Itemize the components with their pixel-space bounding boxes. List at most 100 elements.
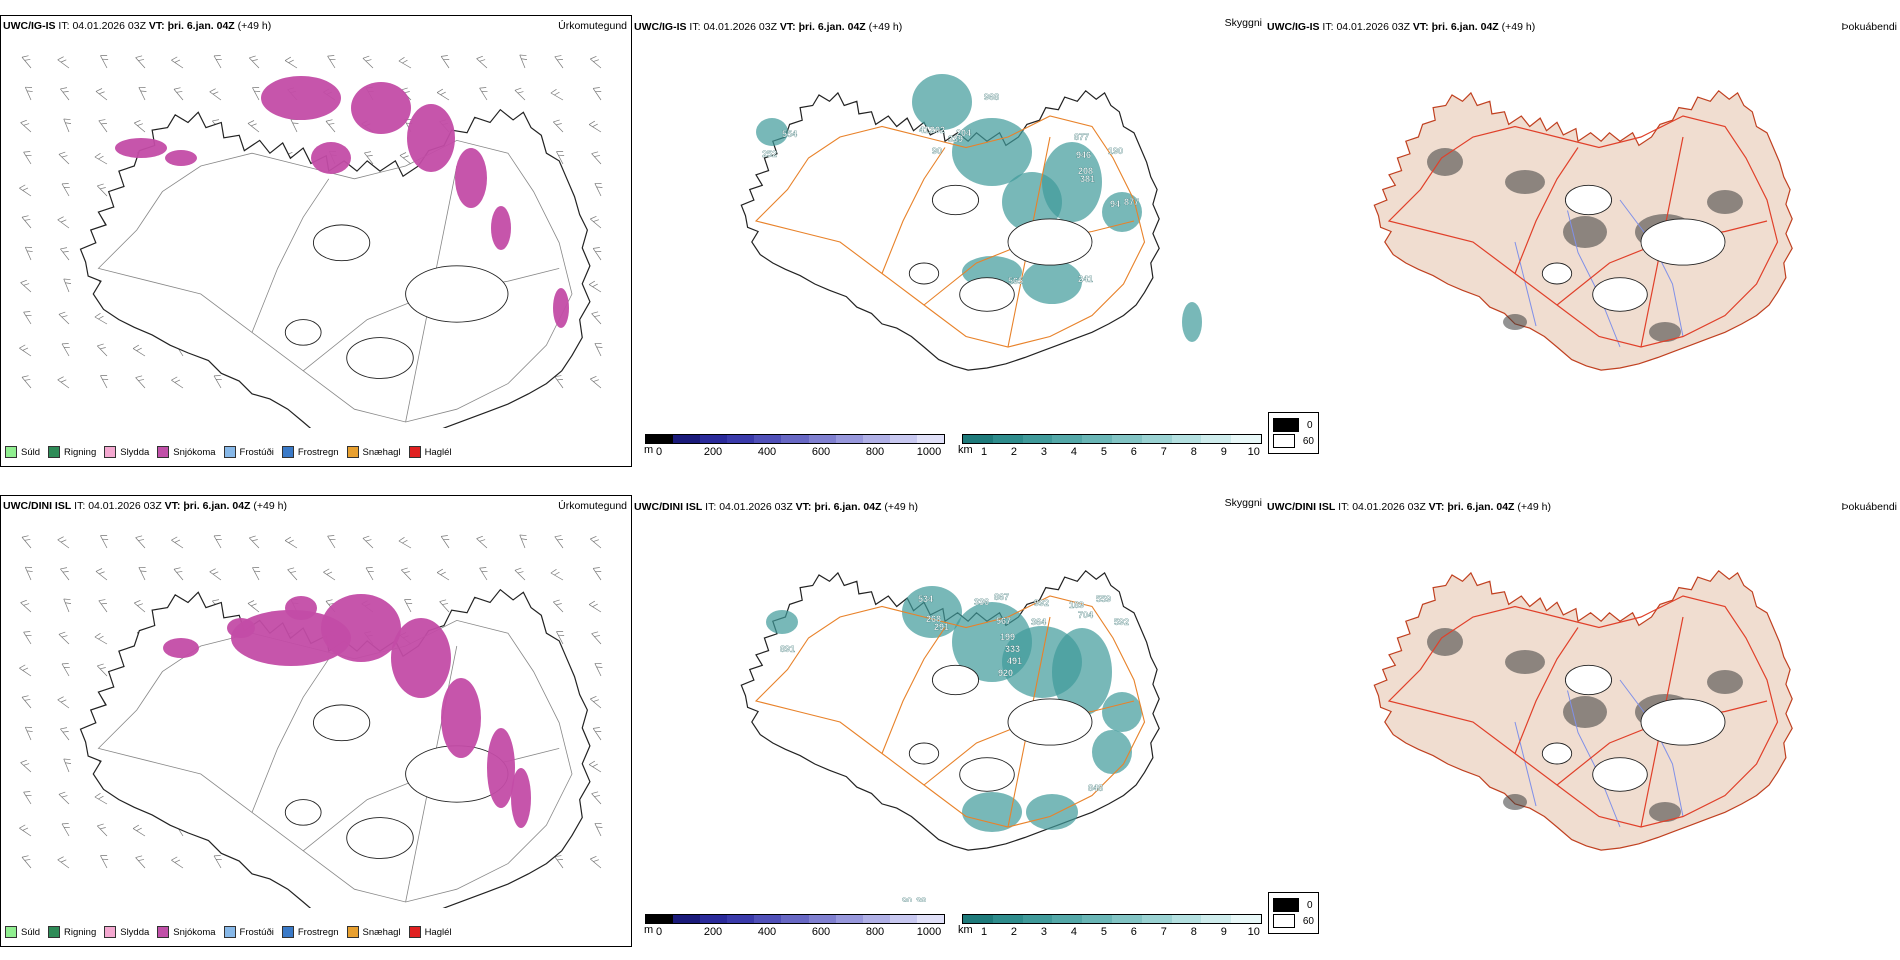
glacier-outline — [931, 184, 980, 216]
field-blob — [165, 150, 197, 166]
field-blob — [441, 678, 481, 758]
it-value: 04.01.2026 03Z — [703, 21, 777, 33]
glacier-outline — [312, 224, 371, 262]
wind-barb — [590, 856, 602, 869]
vis-value-label: 189 — [1069, 600, 1084, 610]
model-name: UWC/DINI ISL — [3, 500, 72, 512]
legend-swatch — [157, 446, 170, 458]
wind-barb — [24, 726, 33, 741]
wind-barb — [249, 535, 260, 549]
vis-value-label: 920 — [998, 668, 1013, 678]
wind-barb — [57, 376, 70, 389]
vis-value-label: 848 — [1088, 783, 1103, 793]
vis-value-label: 90 — [902, 896, 912, 902]
vis-tick-label: 3 — [1040, 446, 1047, 458]
legend-item: Rigning — [48, 446, 96, 458]
wind-barb — [20, 279, 32, 293]
legend-label: Haglél — [424, 926, 452, 938]
legend-swatch — [5, 926, 17, 938]
wind-barb — [213, 535, 222, 549]
vis-tick-label: 8 — [1190, 926, 1197, 938]
field-blob — [391, 618, 451, 698]
field-blob — [553, 288, 569, 328]
it-label: IT: — [1322, 21, 1334, 33]
vis-bar — [962, 434, 1262, 444]
legend-swatch — [408, 446, 421, 458]
wind-barb — [19, 184, 32, 197]
vis-value-label: 38 — [916, 896, 926, 902]
legend-item: Haglél — [408, 446, 452, 458]
wind-barb — [554, 55, 564, 69]
height-bar-segment — [673, 435, 701, 443]
wind-barb — [252, 87, 261, 101]
lead-time: (+49 h) — [1517, 501, 1551, 513]
field-blob — [1505, 170, 1545, 194]
glacier-outline — [1007, 698, 1093, 746]
wind-barb — [97, 823, 108, 837]
wind-barb — [21, 375, 32, 389]
wind-barb — [98, 599, 108, 613]
height-bar-segment — [727, 435, 755, 443]
field-blob — [1503, 314, 1527, 330]
lead-time: (+49 h) — [884, 501, 918, 513]
wind-barb — [95, 568, 108, 581]
wind-barb — [247, 120, 260, 133]
wind-barb — [554, 375, 564, 389]
height-bar-segment — [889, 915, 917, 923]
wind-barb — [594, 823, 603, 837]
glacier-outline — [1541, 262, 1573, 285]
fog-legend-swatch — [1273, 898, 1299, 912]
height-tick-label: 600 — [811, 446, 831, 458]
height-bar-segment — [700, 915, 728, 923]
height-tick-label: 200 — [703, 446, 723, 458]
vis-bar-segment — [1111, 435, 1142, 443]
wind-barb — [171, 536, 184, 549]
panel-header: UWC/IG-IS IT: 04.01.2026 03Z VT: þri. 6.… — [1267, 21, 1535, 33]
field-blob — [311, 142, 351, 174]
fog-legend-item: 0 — [1273, 418, 1314, 432]
wind-barb — [100, 535, 109, 549]
legend-label: Súld — [21, 926, 41, 938]
wind-barb — [60, 567, 70, 581]
legend-swatch — [48, 446, 61, 458]
fog-legend: 0 60 — [1268, 412, 1319, 454]
legend-label: Rigning — [64, 926, 97, 938]
fog-panel: UWC/IG-IS IT: 04.01.2026 03Z VT: þri. 6.… — [1265, 10, 1900, 470]
wind-barb — [60, 727, 70, 741]
wind-barb — [209, 568, 222, 581]
vis-value-label: 381 — [1080, 174, 1095, 184]
it-value: 04.01.2026 03Z — [1336, 21, 1410, 33]
wind-barb — [591, 791, 602, 805]
wind-barb — [514, 87, 526, 101]
height-tick-label: 400 — [757, 446, 777, 458]
height-bar-segment — [754, 915, 782, 923]
vis-value-label: 204 — [956, 128, 971, 138]
legend-label: Frostúði — [239, 446, 274, 458]
river-line — [1567, 690, 1621, 828]
wind-barb — [19, 824, 32, 837]
vis-bar-segment — [1052, 435, 1083, 443]
height-bar-segment — [835, 915, 863, 923]
field-blob — [912, 74, 972, 130]
vis-value-label: 364 — [1031, 617, 1046, 627]
fog-map — [1373, 89, 1793, 371]
wind-barb — [436, 88, 450, 101]
it-value: 04.01.2026 03Z — [1352, 501, 1426, 513]
wind-barb — [63, 278, 72, 293]
vis-tick-label: 1 — [980, 446, 988, 458]
vis-colorbar: km 1 2 3 4 5 6 7 8 9 10 — [958, 914, 1262, 940]
vis-bar-segment — [1141, 915, 1172, 923]
vis-tick-label: 8 — [1190, 446, 1197, 458]
road-line — [754, 115, 1146, 348]
river-line — [1619, 679, 1684, 817]
legend-swatch — [346, 446, 359, 458]
height-bar-segment — [916, 915, 945, 923]
field-blob — [1052, 628, 1112, 716]
vis-value-label: 592 — [1114, 617, 1129, 627]
road-line — [881, 147, 946, 274]
river-line — [1514, 721, 1537, 807]
road-line — [97, 139, 573, 423]
wind-barb — [58, 631, 70, 645]
panel-title: Skyggni — [1224, 497, 1262, 509]
